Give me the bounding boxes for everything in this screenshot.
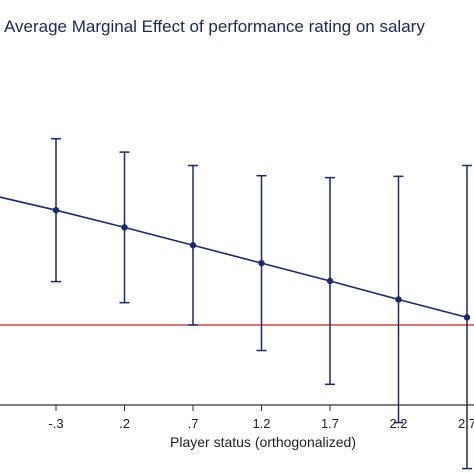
x-tick-label: 1.7 <box>321 416 339 431</box>
series-line <box>0 196 468 319</box>
x-tick-label: .7 <box>188 416 199 431</box>
data-point <box>463 314 471 321</box>
data-point <box>395 296 402 303</box>
data-points <box>52 206 471 321</box>
x-tick-label: 2.7 <box>458 416 474 431</box>
data-point <box>326 277 334 285</box>
data-point <box>189 242 197 249</box>
data-point <box>121 224 128 231</box>
data-point <box>52 206 60 214</box>
x-tick-label: 2.2 <box>389 416 407 431</box>
data-point <box>258 259 265 267</box>
x-axis-label: Player status (orthogonalized) <box>170 434 356 450</box>
x-tick-label: -.3 <box>48 416 63 431</box>
chart-title: Average Marginal Effect of performance r… <box>4 17 425 36</box>
x-tick-label: 1.2 <box>252 416 270 431</box>
x-tick-label: .2 <box>119 416 130 431</box>
x-ticks: -.3 .2 .7 1.2 1.7 2.2 2.7 <box>48 405 474 431</box>
